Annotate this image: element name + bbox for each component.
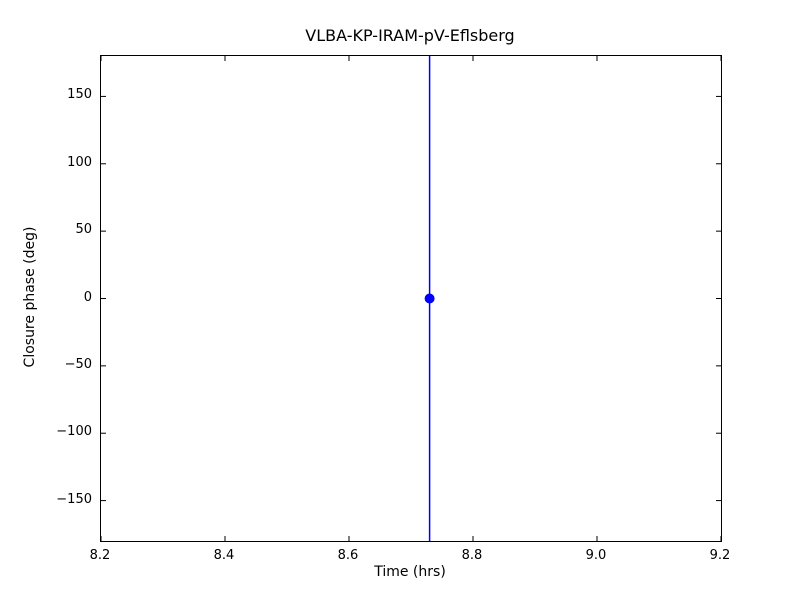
chart-title: VLBA-KP-IRAM-pV-Eflsberg	[305, 26, 515, 45]
y-tick-label: −150	[56, 491, 92, 507]
x-tick-label: 9.2	[709, 548, 731, 563]
y-tick-label: −50	[64, 356, 92, 372]
x-tick-label: 8.6	[337, 548, 359, 563]
y-tick-label: 0	[83, 289, 92, 305]
x-tick-label: 8.2	[89, 548, 111, 563]
x-tick-label: 8.4	[213, 548, 235, 563]
plot-area	[100, 55, 722, 542]
y-tick-label: 100	[67, 154, 92, 170]
x-tick-label: 8.8	[461, 548, 483, 563]
y-tick-label: −100	[56, 424, 92, 440]
x-tick-label: 9.0	[585, 548, 607, 563]
data-point-marker	[424, 293, 435, 304]
plot-canvas	[101, 56, 721, 541]
y-tick-label: 150	[67, 87, 92, 103]
x-axis-label: Time (hrs)	[374, 564, 446, 580]
y-tick-label: 50	[75, 222, 92, 238]
